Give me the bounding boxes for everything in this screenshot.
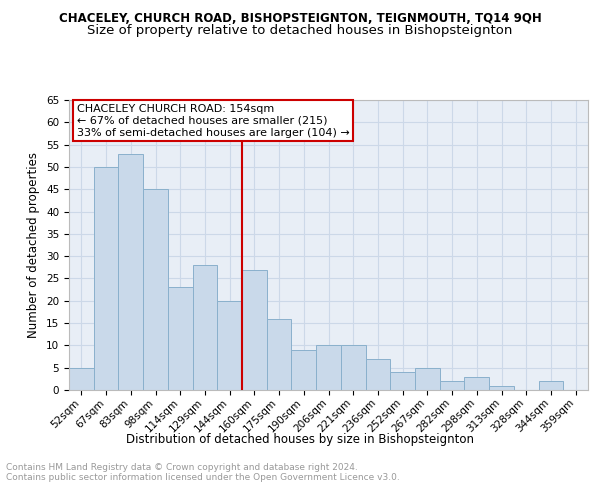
Bar	[365, 359, 390, 390]
Text: Contains HM Land Registry data © Crown copyright and database right 2024.
Contai: Contains HM Land Registry data © Crown c…	[6, 462, 400, 482]
Bar	[118, 154, 143, 390]
Text: Distribution of detached houses by size in Bishopsteignton: Distribution of detached houses by size …	[126, 432, 474, 446]
Bar	[94, 167, 118, 390]
Bar	[168, 288, 193, 390]
Text: Size of property relative to detached houses in Bishopsteignton: Size of property relative to detached ho…	[88, 24, 512, 37]
Bar	[316, 346, 341, 390]
Bar	[242, 270, 267, 390]
Bar	[69, 368, 94, 390]
Bar	[440, 381, 464, 390]
Bar	[193, 265, 217, 390]
Bar	[415, 368, 440, 390]
Bar	[143, 189, 168, 390]
Bar	[292, 350, 316, 390]
Bar	[539, 381, 563, 390]
Text: CHACELEY, CHURCH ROAD, BISHOPSTEIGNTON, TEIGNMOUTH, TQ14 9QH: CHACELEY, CHURCH ROAD, BISHOPSTEIGNTON, …	[59, 12, 541, 26]
Bar	[390, 372, 415, 390]
Bar	[217, 301, 242, 390]
Bar	[464, 376, 489, 390]
Bar	[489, 386, 514, 390]
Bar	[341, 346, 365, 390]
Text: CHACELEY CHURCH ROAD: 154sqm
← 67% of detached houses are smaller (215)
33% of s: CHACELEY CHURCH ROAD: 154sqm ← 67% of de…	[77, 104, 350, 138]
Y-axis label: Number of detached properties: Number of detached properties	[28, 152, 40, 338]
Bar	[267, 318, 292, 390]
